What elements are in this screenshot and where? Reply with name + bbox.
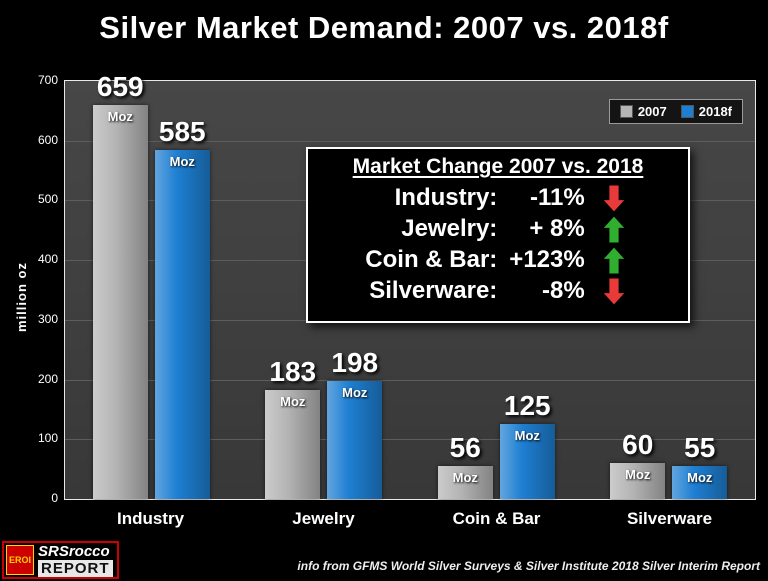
bar-2018f: 198 Moz bbox=[327, 347, 383, 499]
y-axis-tick-label: 100 bbox=[37, 431, 58, 446]
bar-2018f: 125 Moz bbox=[499, 390, 555, 499]
inset-row-value: -11% bbox=[530, 184, 585, 211]
legend: 2007 2018f bbox=[608, 99, 743, 124]
bar-unit-label: Moz bbox=[452, 470, 478, 485]
bar-group: 659 Moz 585 Moz bbox=[65, 71, 238, 499]
y-axis-tick-label: 300 bbox=[37, 311, 58, 326]
bar-unit-label: Moz bbox=[687, 470, 713, 485]
logo-text: SRSrocco REPORT bbox=[36, 543, 117, 577]
bar-value-label: 659 bbox=[96, 71, 144, 102]
market-change-inset: Market Change 2007 vs. 2018 Industry: -11… bbox=[306, 147, 690, 323]
source-note: info from GFMS World Silver Surveys & Si… bbox=[297, 559, 760, 573]
bar-value-label: 198 bbox=[331, 347, 379, 378]
y-axis-tick-label: 500 bbox=[37, 192, 58, 207]
inset-row-label: Coin & Bar: bbox=[365, 246, 498, 273]
x-axis-category-label: Jewelry bbox=[292, 509, 355, 528]
bar-unit-label: Moz bbox=[514, 428, 540, 443]
legend-swatch bbox=[680, 105, 694, 118]
legend-label: 2018f bbox=[698, 104, 732, 119]
chart-title: Silver Market Demand: 2007 vs. 2018f bbox=[99, 10, 669, 45]
y-axis-tick-label: 0 bbox=[51, 491, 58, 505]
bar-2007: 183 Moz bbox=[265, 356, 321, 499]
gridline bbox=[65, 439, 755, 441]
bar-unit-label: Moz bbox=[342, 385, 368, 400]
bar-2018f: 585 Moz bbox=[154, 116, 210, 499]
arrow-down-icon bbox=[597, 184, 631, 212]
bar-unit-label: Moz bbox=[169, 154, 195, 169]
arrow-down-icon bbox=[597, 277, 631, 305]
inset-row-label: Industry: bbox=[394, 184, 498, 211]
bar-2007: 659 Moz bbox=[92, 71, 148, 499]
bar-unit-label: Moz bbox=[107, 109, 133, 124]
inset-row-value: +123% bbox=[509, 246, 585, 273]
bar-value-label: 55 bbox=[684, 432, 716, 463]
bar-group: 60 Moz 55 Moz bbox=[583, 429, 756, 499]
legend-swatch bbox=[619, 105, 633, 118]
inset-row-label: Silverware: bbox=[369, 277, 498, 304]
bar-value-label: 585 bbox=[158, 116, 206, 147]
y-axis-tick-labels: 0 100 200 300 400 500 600 700 bbox=[18, 73, 58, 505]
x-axis-category-labels: Industry Jewelry Coin & Bar Silverware bbox=[64, 509, 756, 529]
arrow-up-icon bbox=[597, 215, 631, 243]
logo-line-srsrocco: SRSrocco bbox=[38, 543, 110, 560]
y-axis-tick-label: 400 bbox=[37, 252, 58, 267]
srsrocco-report-logo: EROI SRSrocco REPORT bbox=[2, 541, 119, 579]
inset-row-value: -8% bbox=[542, 277, 585, 304]
y-axis-tick-label: 700 bbox=[37, 73, 58, 87]
bar-value-label: 60 bbox=[622, 429, 654, 460]
bar-groups: 659 Moz 585 Moz 183 Moz 198 Moz 56 Moz 125 Moz 60 Moz… bbox=[65, 71, 756, 499]
bar-2007: 56 Moz bbox=[437, 432, 493, 499]
bar-value-label: 125 bbox=[503, 390, 551, 421]
x-axis-category-label: Silverware bbox=[626, 509, 713, 528]
legend-item: 2007 bbox=[619, 104, 667, 119]
inset-rows: Industry: -11% Jewelry: + 8% Coin & Bar: +123… bbox=[316, 183, 680, 306]
inset-row-value: + 8% bbox=[529, 215, 585, 242]
legend-items: 2007 2018f bbox=[619, 104, 732, 119]
inset-title: Market Change 2007 vs. 2018 bbox=[352, 155, 644, 178]
x-axis-category-label: Industry bbox=[116, 509, 185, 528]
bar-unit-label: Moz bbox=[625, 467, 651, 482]
inset-row-label: Jewelry: bbox=[401, 215, 498, 242]
bar-unit-label: Moz bbox=[280, 394, 306, 409]
bar-group: 56 Moz 125 Moz bbox=[410, 390, 583, 499]
y-axis-tick-label: 200 bbox=[37, 371, 58, 386]
bar-group: 183 Moz 198 Moz bbox=[238, 347, 411, 499]
eroi-badge: EROI bbox=[6, 545, 34, 575]
arrow-up-icon bbox=[597, 246, 631, 274]
y-axis-tick-label: 600 bbox=[37, 132, 58, 147]
gridline bbox=[65, 379, 755, 381]
gridline bbox=[65, 140, 755, 142]
logo-line-report: REPORT bbox=[38, 560, 113, 577]
bar-2018f: 55 Moz bbox=[672, 432, 728, 499]
x-axis-category-label: Coin & Bar bbox=[452, 509, 541, 528]
bar-2007: 60 Moz bbox=[610, 429, 666, 499]
legend-label: 2007 bbox=[637, 104, 667, 119]
bar-value-label: 183 bbox=[269, 356, 317, 387]
bar-value-label: 56 bbox=[449, 432, 481, 463]
legend-item: 2018f bbox=[680, 104, 732, 119]
